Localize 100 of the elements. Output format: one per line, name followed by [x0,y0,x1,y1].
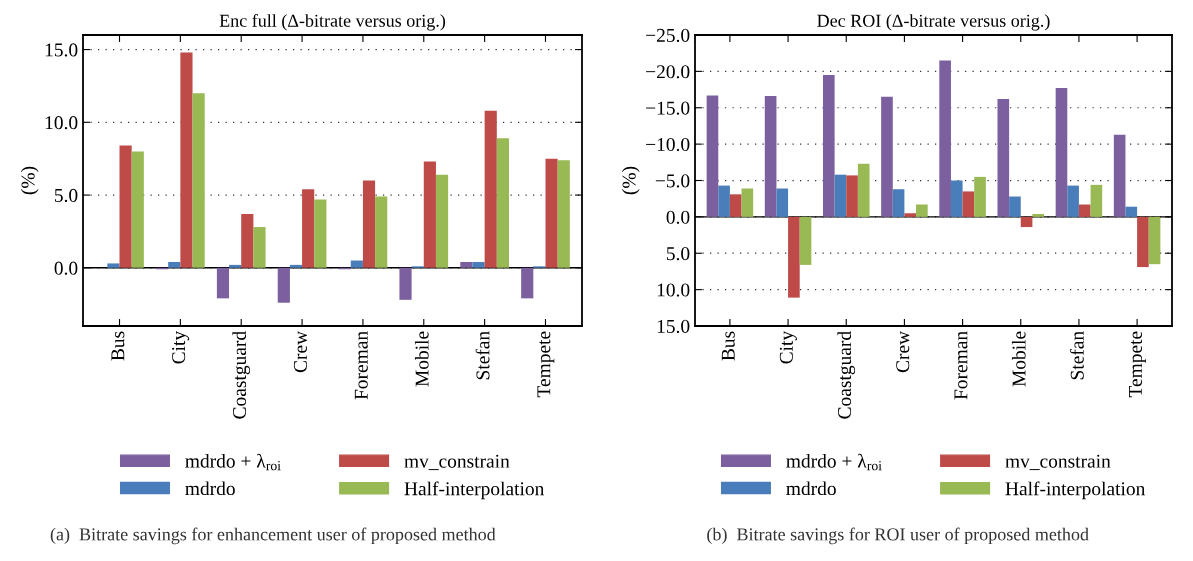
bar [729,194,742,217]
y-tick-label: 15.0 [657,319,690,334]
chart-title: Enc full (Δ-bitrate versus orig.) [219,13,446,31]
bar [1055,88,1068,217]
chart-title: Dec ROI (Δ-bitrate versus orig.) [817,14,1050,31]
bar [916,204,928,217]
bar [216,267,230,299]
bar [939,60,951,217]
bar [521,267,534,299]
bar [776,188,789,217]
x-tick-label: Foreman [954,331,968,400]
x-tick-label: Stefan [475,331,490,380]
bar [962,191,975,217]
x-tick-label: Bus [111,331,125,361]
x-tick-label: Bus [721,331,735,361]
bar [857,163,870,217]
y-tick-label: 10.0 [657,283,690,297]
legend-label: mdrdo [185,481,235,496]
bar [496,138,509,268]
x-tick-label: Coastguard [837,331,856,419]
bar [892,189,905,217]
x-tick-label: Tempete [1129,331,1146,398]
bar [718,185,730,217]
bar [168,261,181,268]
bar [277,267,290,303]
y-tick-label: 15.0 [45,43,78,57]
bar [557,160,570,268]
bar [974,176,986,217]
bar [1020,216,1033,228]
bar [822,75,835,217]
bar [314,199,327,268]
y-tick-label: −20.0 [646,65,690,79]
legend-label: Half-interpolation [1005,481,1146,500]
bar [834,174,847,217]
bar [788,216,800,298]
x-tick-label: Mobile [1011,331,1026,387]
bar [1125,206,1138,217]
bar [764,96,777,217]
bar [107,263,120,268]
x-tick-label: City [172,330,190,364]
y-axis-title: (%) [621,166,640,195]
legend-label: Half-interpolation [404,481,545,500]
x-tick-label: City [779,330,797,364]
y-tick-label: 5.0 [666,247,690,261]
bar [460,261,473,268]
bar [1148,216,1161,265]
bar [950,180,963,217]
x-tick-label: Stefan [1069,331,1084,380]
y-tick-label: −25.0 [646,28,690,43]
bar [435,174,449,268]
bar [180,52,193,268]
bar [846,175,858,217]
bar [1032,213,1045,217]
x-tick-label: Crew [293,330,307,373]
bar [997,99,1010,217]
y-tick-label: 0.0 [666,210,690,224]
text: (b) Bitrate savings for ROI user of proposed method [707,527,1089,545]
legend-label: mdrdo + λ$_{roi}$ [786,453,882,471]
bar [229,264,242,268]
bar [119,145,132,268]
x-tick-label: Foreman [354,331,368,400]
bar [253,227,266,268]
bar [1078,204,1091,217]
bar [1090,184,1103,217]
bar [1067,185,1079,217]
bar [741,188,754,217]
bar [192,93,205,268]
y-tick-label: 5.0 [54,188,78,203]
text: (a) Bitrate savings for enhancement user of proposed method [50,527,496,545]
bar [423,161,436,268]
legend-label: mdrdo + λ$_{roi}$ [185,453,281,471]
bar [1009,196,1021,217]
bar [706,95,719,217]
y-tick-label: 10.0 [45,116,78,130]
bar [241,213,254,268]
y-tick-label: 0.0 [54,261,78,275]
bar [1113,134,1126,217]
y-tick-label: −15.0 [646,101,690,115]
bar [1137,216,1149,268]
bar [545,158,558,268]
bar [484,110,497,268]
x-tick-label: Crew [896,330,910,373]
bar [350,260,363,268]
y-tick-label: −10.0 [646,137,690,152]
legend-label: mdrdo [786,481,836,496]
y-axis-title: (%) [20,166,39,195]
x-tick-label: Mobile [414,331,429,387]
bar [472,261,485,268]
legend-label: mv_constrain [404,454,510,471]
bar [302,189,315,268]
bar [881,96,893,217]
bar [375,196,388,268]
bar [362,180,376,268]
bar [131,151,144,268]
bar [289,264,303,268]
bar [904,213,917,217]
x-tick-label: Coastguard [232,331,251,419]
y-tick-label: −5.0 [655,174,690,188]
bar [799,216,812,265]
legend-label: mv_constrain [1005,454,1111,471]
